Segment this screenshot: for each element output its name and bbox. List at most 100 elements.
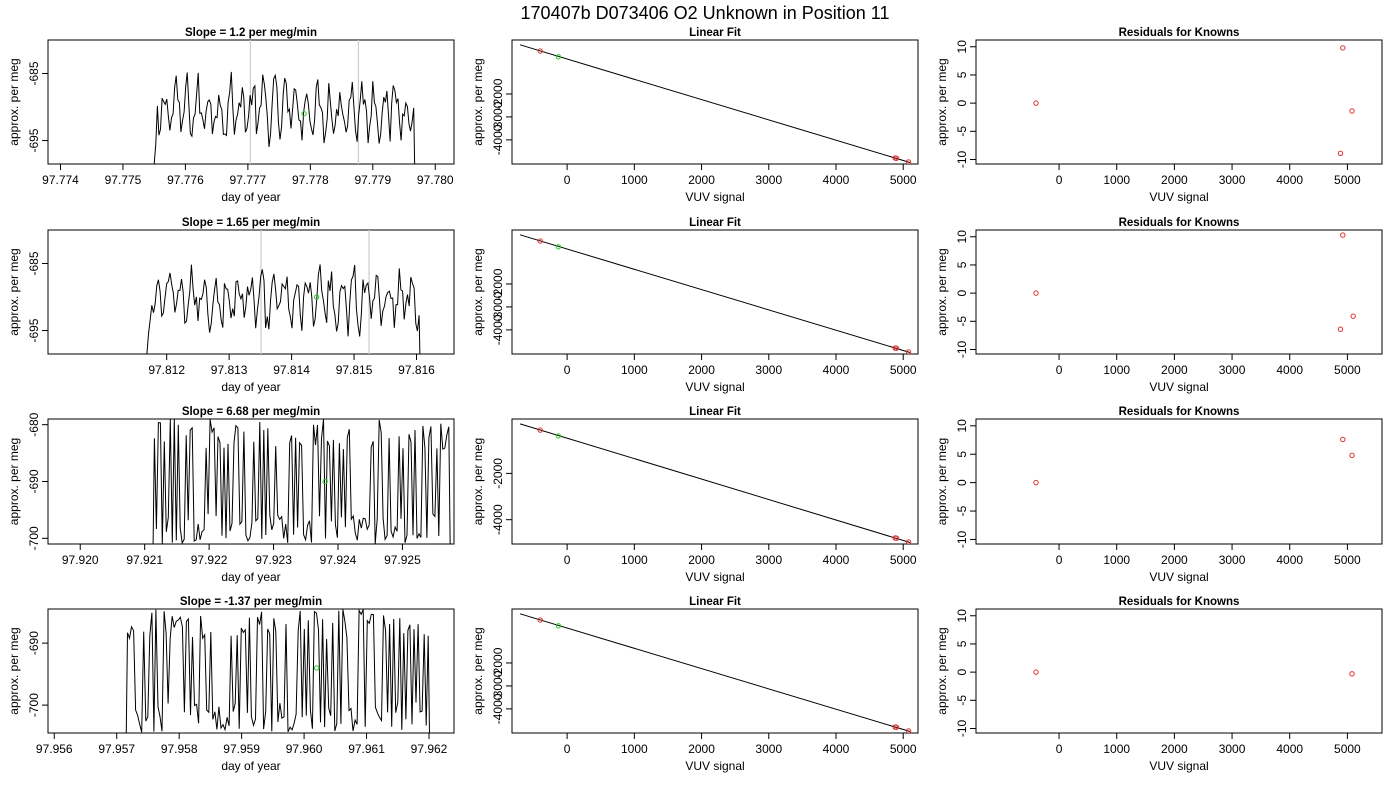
y-axis-label: approx. per meg <box>935 248 949 335</box>
x-tick-label: 5000 <box>1334 363 1361 377</box>
plot-area <box>519 613 912 733</box>
plot-frame <box>511 229 919 355</box>
y-tick-label: -5 <box>955 505 969 516</box>
y-tick-label: -10 <box>955 719 969 737</box>
x-tick-label: 3000 <box>1219 363 1246 377</box>
known-point <box>893 155 900 161</box>
y-axis-label: approx. per meg <box>471 248 485 335</box>
x-tick-label: 97.923 <box>255 553 292 567</box>
x-axis-label: day of year <box>221 759 280 773</box>
panel-scatter-0-1: Linear Fit 0 1000 2000 3000 4000 5000 -2000-300… <box>471 27 919 204</box>
x-tick-label: 0 <box>564 363 571 377</box>
y-axis-label: approx. per meg <box>471 58 485 145</box>
x-axis-label: day of year <box>221 190 280 204</box>
panel-title: Linear Fit <box>689 27 741 39</box>
plot-frame <box>511 608 919 734</box>
panel-title: Linear Fit <box>689 596 741 608</box>
y-tick-label: -685 <box>27 251 41 275</box>
x-tick-label: 97.779 <box>354 173 391 187</box>
x-axis-label: VUV signal <box>1149 759 1208 773</box>
plot-area <box>1033 45 1355 156</box>
y-tick-label: -690 <box>27 631 41 655</box>
plot-area <box>1033 232 1356 332</box>
x-tick-label: 0 <box>564 173 571 187</box>
fit-line <box>519 234 911 353</box>
unknown-point <box>322 478 328 485</box>
plot-area <box>152 419 451 544</box>
plot-frame <box>47 418 455 545</box>
x-axis-label: VUV signal <box>1149 380 1208 394</box>
x-tick-label: 1000 <box>1103 363 1130 377</box>
x-tick-label: 4000 <box>823 742 850 756</box>
y-tick-label: 5 <box>955 71 969 78</box>
unknown-point <box>555 54 562 60</box>
residual-point <box>1033 479 1039 486</box>
panel-scatter-3-2: Residuals for Knowns 0 1000 2000 3000 4000 500… <box>935 596 1383 773</box>
residual-point <box>1349 108 1355 114</box>
y-tick-label: -700 <box>27 693 41 717</box>
plot-frame <box>511 418 919 545</box>
y-tick-label: 10 <box>955 40 969 54</box>
known-point <box>893 535 900 541</box>
data-trace <box>153 71 416 164</box>
y-axis-label: approx. per meg <box>935 438 949 525</box>
x-tick-label: 5000 <box>890 742 917 756</box>
y-tick-label: 10 <box>955 609 969 623</box>
unknown-point <box>555 244 562 250</box>
x-tick-label: 3000 <box>755 553 782 567</box>
y-tick-label: 0 <box>955 668 969 675</box>
y-axis-label: approx. per meg <box>935 58 949 145</box>
y-tick-label: 10 <box>955 230 969 244</box>
x-tick-label: 3000 <box>1219 173 1246 187</box>
x-tick-label: 2000 <box>1161 363 1188 377</box>
x-tick-label: 4000 <box>823 553 850 567</box>
y-tick-label: -2000 <box>491 268 505 299</box>
panel-line-0-0: Slope = 1.2 per meg/min 97.774 97.775 97.77… <box>7 27 455 204</box>
x-tick-label: 5000 <box>890 173 917 187</box>
y-tick-label: -685 <box>27 61 41 85</box>
x-tick-label: 3000 <box>755 742 782 756</box>
panel-title: Residuals for Knowns <box>1119 27 1240 39</box>
x-tick-label: 3000 <box>1219 742 1246 756</box>
known-point <box>537 48 543 54</box>
plot-area <box>153 40 416 164</box>
y-tick-label: 5 <box>955 640 969 647</box>
fit-line <box>519 44 911 163</box>
panel-title: Linear Fit <box>689 406 741 418</box>
fit-line <box>519 423 911 543</box>
y-tick-label: 0 <box>955 289 969 296</box>
x-tick-label: 1000 <box>1103 173 1130 187</box>
y-tick-label: -3000 <box>491 101 505 132</box>
x-tick-label: 4000 <box>1276 742 1303 756</box>
panel-title: Residuals for Knowns <box>1119 596 1240 608</box>
y-tick-label: -695 <box>27 128 41 152</box>
x-tick-label: 97.777 <box>230 173 267 187</box>
x-tick-label: 5000 <box>890 553 917 567</box>
x-tick-label: 97.925 <box>384 553 421 567</box>
panel-scatter-2-1: Linear Fit 0 1000 2000 3000 4000 5000 -2000 -400… <box>471 406 919 584</box>
panel-title: Slope = -1.37 per meg/min <box>180 596 322 608</box>
known-point <box>893 345 900 351</box>
x-tick-label: 97.958 <box>161 742 198 756</box>
plot-area <box>1033 436 1355 486</box>
residual-point <box>1340 436 1346 443</box>
y-tick-label: -3000 <box>491 291 505 322</box>
y-tick-label: 5 <box>955 451 969 458</box>
x-tick-label: 5000 <box>1334 742 1361 756</box>
x-tick-label: 97.956 <box>36 742 73 756</box>
x-tick-label: 97.812 <box>148 363 185 377</box>
residual-point <box>1033 290 1039 296</box>
panel-title: Slope = 1.2 per meg/min <box>185 27 317 39</box>
x-axis-label: VUV signal <box>1149 190 1208 204</box>
x-tick-label: 97.961 <box>348 742 385 756</box>
x-tick-label: 97.815 <box>336 363 373 377</box>
x-tick-label: 0 <box>1056 553 1063 567</box>
y-axis-label: approx. per meg <box>7 438 21 525</box>
y-tick-label: -4000 <box>491 124 505 155</box>
x-tick-label: 97.921 <box>126 553 163 567</box>
known-point <box>905 159 912 164</box>
x-tick-label: 3000 <box>755 363 782 377</box>
plot-frame <box>975 39 1383 165</box>
x-tick-label: 97.778 <box>292 173 329 187</box>
x-tick-label: 97.957 <box>98 742 135 756</box>
